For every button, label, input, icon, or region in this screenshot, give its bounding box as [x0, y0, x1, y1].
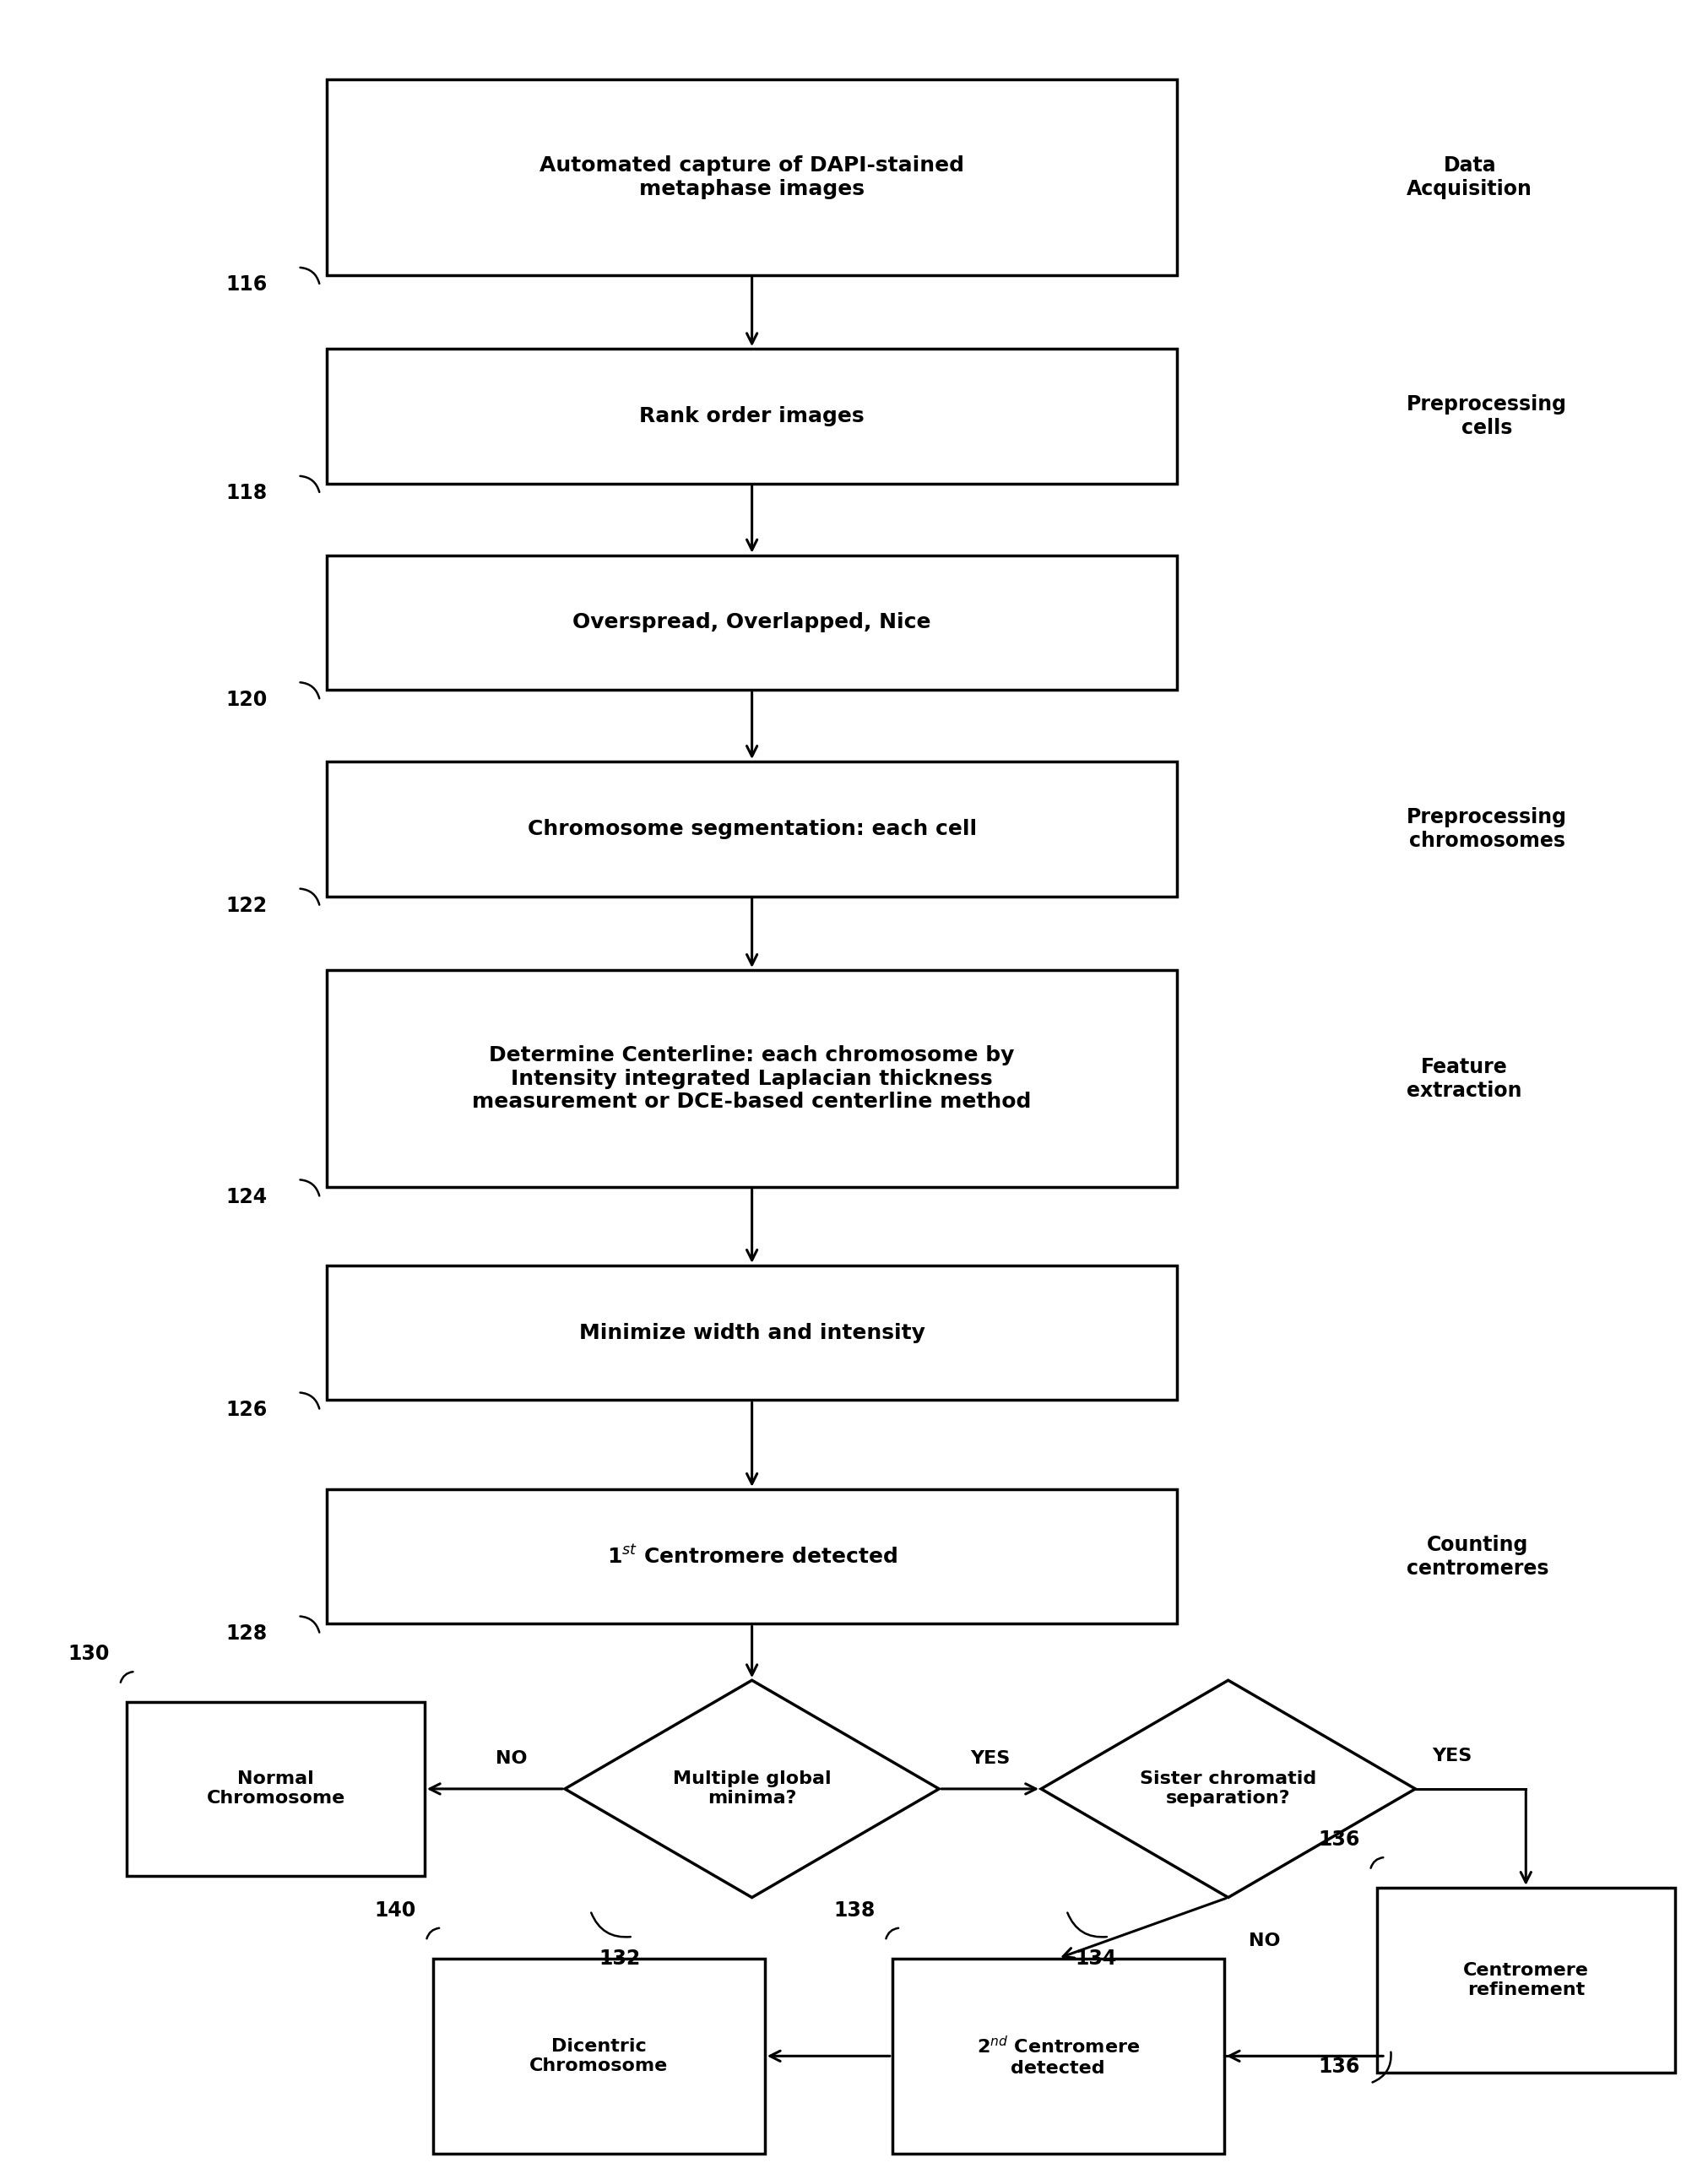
Text: YES: YES	[1433, 1748, 1472, 1765]
Text: Rank order images: Rank order images	[639, 405, 864, 427]
Text: Counting
centromeres: Counting centromeres	[1407, 1534, 1549, 1578]
Text: 2$^{nd}$ Centromere
detected: 2$^{nd}$ Centromere detected	[977, 2035, 1139, 2077]
Polygon shape	[565, 1680, 939, 1898]
Text: 132: 132	[600, 1948, 640, 1968]
Text: Dicentric
Chromosome: Dicentric Chromosome	[529, 2037, 668, 2074]
Text: Overspread, Overlapped, Nice: Overspread, Overlapped, Nice	[572, 612, 931, 632]
Bar	[326, 970, 1177, 1188]
Text: 118: 118	[225, 484, 266, 503]
Text: Feature
extraction: Feature extraction	[1407, 1057, 1522, 1100]
Text: 136: 136	[1319, 1830, 1360, 1850]
Text: 1$^{st}$ Centromere detected: 1$^{st}$ Centromere detected	[606, 1545, 897, 1567]
Text: NO: NO	[495, 1750, 528, 1767]
Text: Sister chromatid
separation?: Sister chromatid separation?	[1139, 1772, 1317, 1806]
Text: 124: 124	[225, 1188, 266, 1207]
Text: 130: 130	[68, 1645, 109, 1665]
Bar	[892, 1959, 1225, 2153]
Text: 116: 116	[225, 275, 266, 294]
Text: Chromosome segmentation: each cell: Chromosome segmentation: each cell	[528, 819, 977, 839]
Polygon shape	[1042, 1680, 1416, 1898]
Text: 140: 140	[374, 1900, 417, 1920]
Text: Preprocessing
cells: Preprocessing cells	[1407, 394, 1568, 438]
Bar	[434, 1959, 765, 2153]
Text: Determine Centerline: each chromosome by
Intensity integrated Laplacian thicknes: Determine Centerline: each chromosome by…	[473, 1046, 1032, 1111]
Bar	[326, 760, 1177, 896]
Text: Preprocessing
chromosomes: Preprocessing chromosomes	[1407, 806, 1568, 850]
Bar	[326, 1266, 1177, 1401]
Text: Minimize width and intensity: Minimize width and intensity	[579, 1323, 926, 1342]
Text: 136: 136	[1319, 2057, 1360, 2077]
Text: YES: YES	[970, 1750, 1009, 1767]
Text: NO: NO	[1249, 1933, 1281, 1950]
Text: 138: 138	[834, 1900, 874, 1920]
Text: 128: 128	[225, 1623, 266, 1643]
Text: 134: 134	[1074, 1948, 1117, 1968]
Bar	[326, 1488, 1177, 1623]
Text: 122: 122	[225, 896, 266, 915]
Text: Normal
Chromosome: Normal Chromosome	[207, 1772, 345, 1806]
Text: Multiple global
minima?: Multiple global minima?	[673, 1772, 832, 1806]
Bar	[326, 81, 1177, 275]
Bar	[326, 556, 1177, 691]
Text: Centromere
refinement: Centromere refinement	[1464, 1961, 1588, 1998]
Bar	[326, 349, 1177, 484]
Text: 120: 120	[225, 689, 266, 710]
Text: Automated capture of DAPI-stained
metaphase images: Automated capture of DAPI-stained metaph…	[540, 155, 965, 198]
Text: 126: 126	[225, 1399, 266, 1421]
Bar	[1377, 1887, 1676, 2072]
Bar	[126, 1702, 425, 1876]
Text: Data
Acquisition: Data Acquisition	[1407, 155, 1532, 198]
